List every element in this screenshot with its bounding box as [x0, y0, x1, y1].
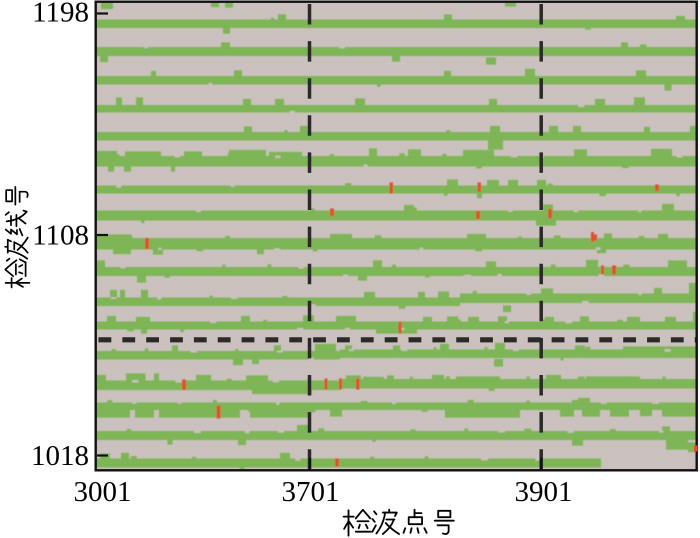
svg-text:1108: 1108 — [32, 220, 89, 252]
svg-text:3701: 3701 — [282, 476, 340, 508]
svg-text:1018: 1018 — [31, 440, 89, 472]
svg-text:1198: 1198 — [32, 0, 89, 29]
svg-text:3901: 3901 — [515, 476, 573, 508]
svg-text:3001: 3001 — [74, 476, 132, 508]
